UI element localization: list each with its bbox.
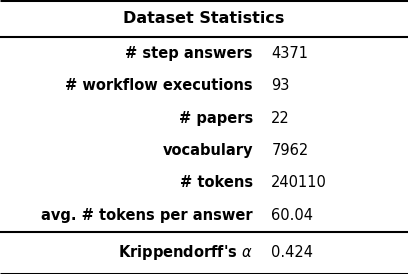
Text: 22: 22 — [271, 110, 290, 125]
Text: Krippendorff's $\alpha$: Krippendorff's $\alpha$ — [118, 243, 253, 262]
Text: 240110: 240110 — [271, 175, 327, 190]
Text: 93: 93 — [271, 78, 290, 93]
Text: 4371: 4371 — [271, 46, 308, 61]
Text: # workflow executions: # workflow executions — [65, 78, 253, 93]
Text: 0.424: 0.424 — [271, 245, 313, 260]
Text: # papers: # papers — [179, 110, 253, 125]
Text: # tokens: # tokens — [180, 175, 253, 190]
Text: avg. # tokens per answer: avg. # tokens per answer — [41, 208, 253, 223]
Text: vocabulary: vocabulary — [162, 143, 253, 158]
Text: 7962: 7962 — [271, 143, 308, 158]
Text: 60.04: 60.04 — [271, 208, 313, 223]
Text: Dataset Statistics: Dataset Statistics — [123, 11, 285, 26]
Text: # step answers: # step answers — [126, 46, 253, 61]
